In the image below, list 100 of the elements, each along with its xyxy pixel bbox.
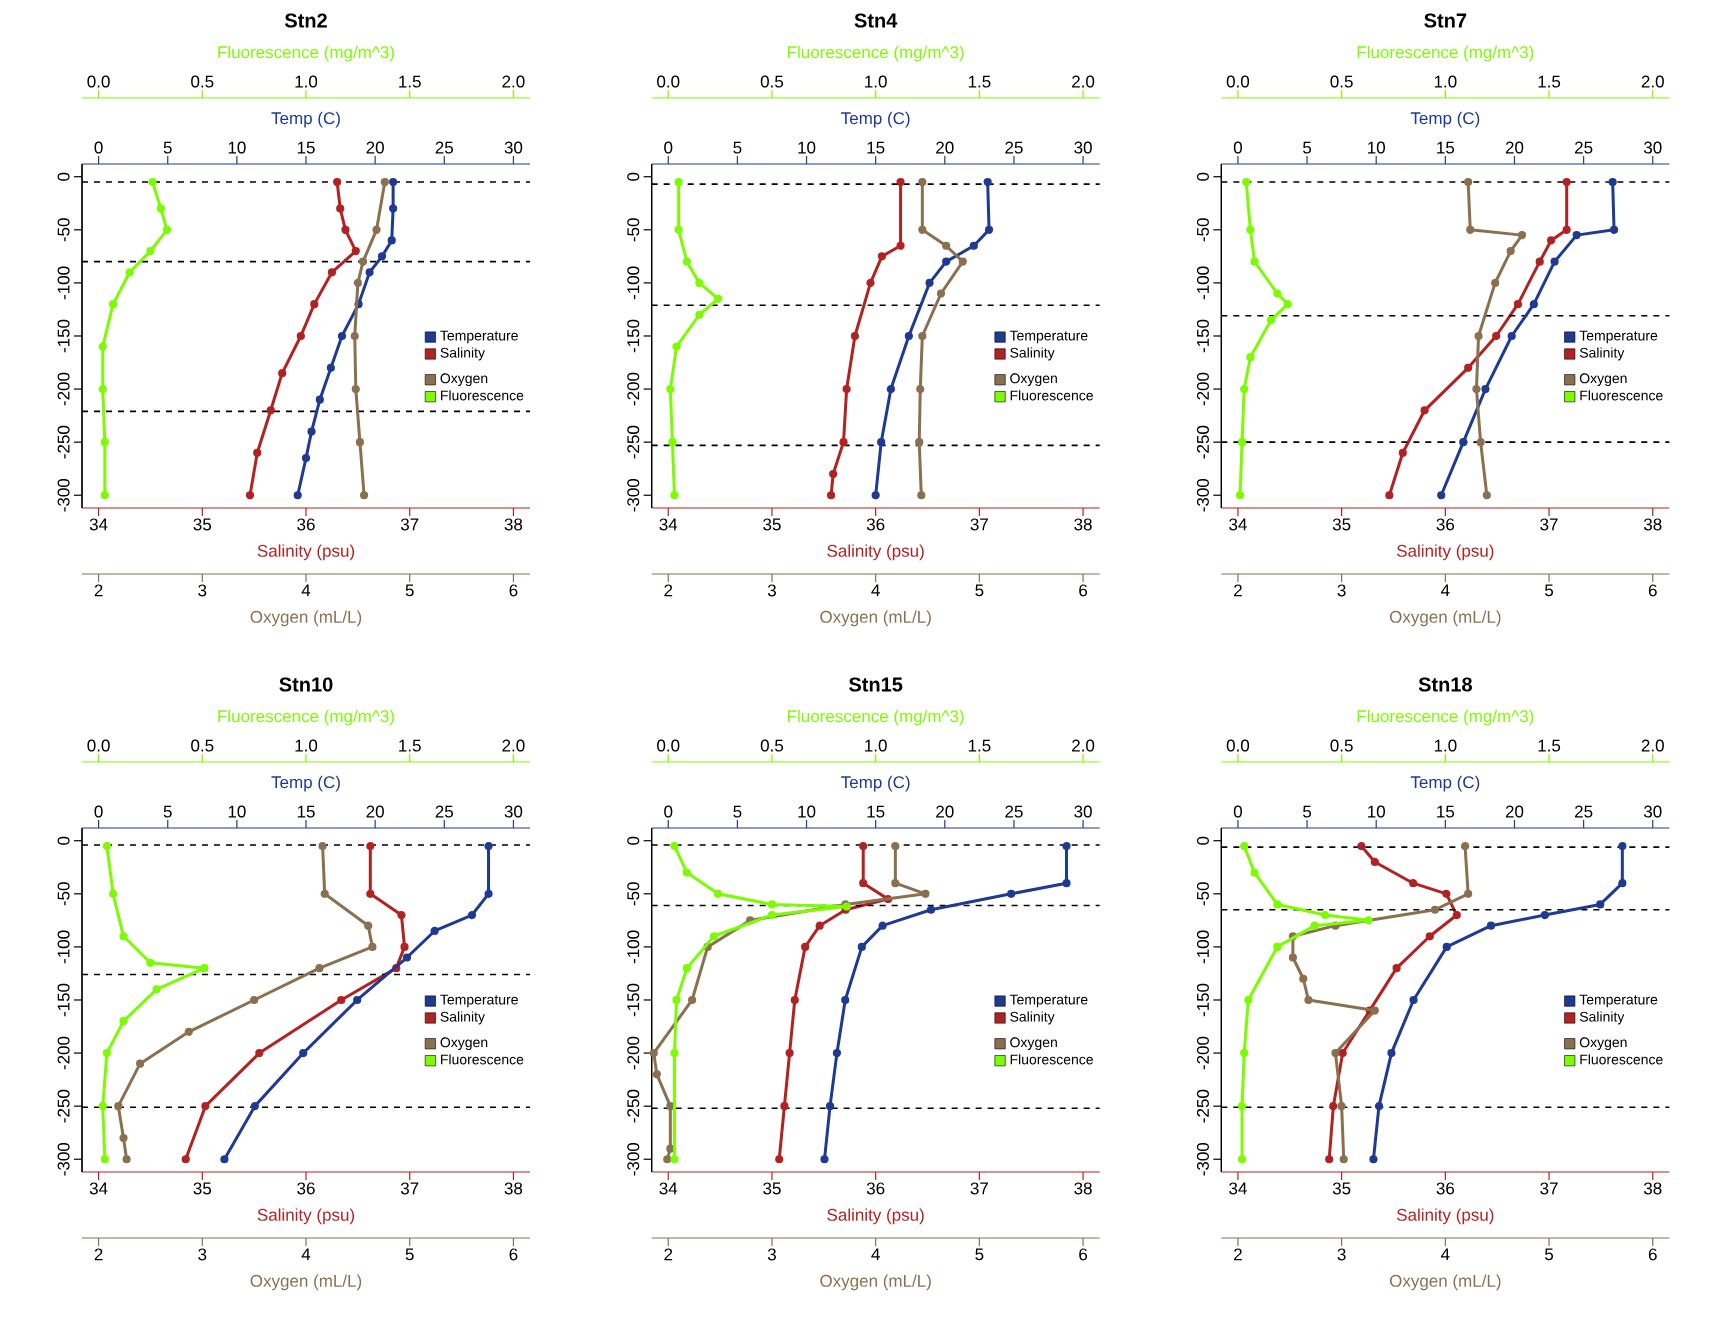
x2-tick-label: 1.0	[865, 739, 887, 752]
y-tick-label: -150	[1196, 319, 1209, 353]
legend-label: Fluorescence	[1580, 1054, 1663, 1065]
x2-tick-label: 0.5	[760, 739, 784, 752]
y-tick-label: -250	[1196, 425, 1209, 459]
x-tick-label: 4	[301, 1248, 311, 1261]
x-tick-label: 37	[400, 518, 419, 531]
x2-tick-label: 15	[867, 805, 885, 818]
x2-tick-label: 0.0	[657, 75, 680, 88]
x-tick-label: 6	[509, 1248, 518, 1261]
x-tick-label: 34	[659, 1182, 678, 1195]
x2-tick-label: 30	[504, 805, 523, 818]
x2-tick-label: 1.5	[399, 75, 421, 88]
x-tick-label: 35	[193, 1182, 212, 1195]
x-tick-label: 5	[975, 584, 984, 597]
x2-tick-label: 30	[1074, 805, 1092, 818]
y-tick-label: -50	[627, 882, 640, 906]
x-tick-label: 38	[504, 1182, 523, 1195]
x2-tick-label: 15	[297, 805, 315, 818]
y-tick-label: 0	[1196, 172, 1209, 181]
x2-tick-label: 10	[228, 805, 246, 818]
y-tick-label: -50	[57, 218, 70, 242]
x2-axis-title: Temp (C)	[271, 111, 340, 128]
y-tick-label: -300	[627, 1142, 640, 1176]
y-tick-label: -100	[57, 266, 70, 300]
x2-tick-label: 1.5	[1538, 75, 1561, 88]
y-tick-label: -300	[57, 478, 70, 512]
legend-label: Salinity	[1010, 347, 1055, 361]
x2-tick-label: 5	[1303, 141, 1312, 154]
y-tick-label: -250	[627, 1089, 640, 1123]
y-tick-label: -200	[627, 372, 640, 406]
x-axis-title: Oxygen (mL/L)	[250, 610, 362, 627]
x-tick-label: 37	[1540, 518, 1558, 531]
x2-axis-title: Fluorescence (mg/m^3)	[1357, 709, 1534, 726]
x2-tick-label: 0.0	[1226, 739, 1250, 752]
legend-label: Temperature	[1579, 330, 1658, 344]
y-tick-label: -50	[1196, 218, 1209, 242]
x2-tick-label: 2.0	[502, 739, 525, 752]
y-tick-label: -50	[57, 882, 70, 906]
x2-tick-label: 0	[1233, 805, 1242, 818]
x-tick-label: 6	[1648, 1248, 1657, 1261]
x-tick-label: 6	[509, 584, 518, 597]
legend-label: Temperature	[440, 330, 518, 344]
y-tick-label: -200	[627, 1036, 640, 1070]
x-tick-label: 4	[1441, 584, 1450, 597]
legend-label: Oxygen	[440, 1037, 488, 1051]
x-axis-title: Oxygen (mL/L)	[1389, 1274, 1501, 1291]
y-tick-label: -150	[627, 319, 640, 353]
x2-tick-label: 30	[1643, 805, 1662, 818]
x-tick-label: 2	[664, 1248, 673, 1261]
x2-axis-title: Temp (C)	[1410, 775, 1480, 792]
x2-tick-label: 2.0	[502, 75, 525, 88]
y-tick-label: 0	[57, 836, 70, 845]
x-tick-label: 34	[659, 518, 678, 531]
y-tick-label: -100	[627, 266, 640, 300]
legend-label: Temperature	[1009, 330, 1088, 344]
x2-tick-label: 0.0	[87, 739, 110, 752]
legend-label: Oxygen	[1579, 1037, 1627, 1051]
x2-tick-label: 30	[1643, 141, 1662, 154]
y-tick-label: -50	[1196, 882, 1209, 906]
x2-tick-label: 0	[1233, 141, 1242, 154]
y-tick-label: -200	[57, 372, 70, 406]
y-tick-label: -150	[627, 983, 640, 1017]
x2-tick-label: 15	[867, 141, 885, 154]
x2-axis-title: Fluorescence (mg/m^3)	[788, 45, 964, 62]
x2-tick-label: 20	[1505, 805, 1524, 818]
x2-tick-label: 20	[1505, 141, 1524, 154]
x2-tick-label: 20	[936, 805, 954, 818]
y-tick-label: -150	[1196, 983, 1209, 1017]
x2-tick-label: 0.5	[191, 739, 214, 752]
x2-tick-label: 20	[366, 141, 384, 154]
y-tick-label: -200	[57, 1036, 70, 1070]
x2-tick-label: 10	[798, 805, 816, 818]
x2-axis-title: Fluorescence (mg/m^3)	[218, 45, 394, 62]
x2-tick-label: 1.5	[968, 739, 991, 752]
x-tick-label: 37	[970, 518, 988, 531]
x2-tick-label: 2.0	[1641, 739, 1664, 752]
x2-tick-label: 1.0	[295, 739, 318, 752]
x2-tick-label: 25	[1005, 141, 1023, 154]
legend-label: Oxygen	[440, 373, 488, 387]
x-tick-label: 6	[1648, 584, 1657, 597]
x2-tick-label: 0.5	[1330, 739, 1353, 752]
y-tick-label: -300	[627, 478, 640, 512]
x-tick-label: 35	[763, 518, 781, 531]
x2-tick-label: 20	[936, 141, 954, 154]
x2-tick-label: 0	[664, 805, 673, 818]
x-tick-label: 5	[975, 1248, 984, 1261]
x-tick-label: 36	[297, 1182, 315, 1195]
x-tick-label: 4	[871, 1248, 880, 1261]
x2-tick-label: 25	[435, 805, 454, 818]
x2-tick-label: 0	[94, 141, 103, 154]
x-tick-label: 3	[767, 1248, 776, 1261]
y-tick-label: -200	[1196, 1036, 1209, 1070]
x-tick-label: 4	[1441, 1248, 1450, 1261]
x2-axis-title: Fluorescence (mg/m^3)	[788, 709, 964, 726]
chart-title: Stn7	[1424, 13, 1467, 28]
y-tick-label: -250	[57, 1089, 70, 1123]
x2-tick-label: 10	[1368, 141, 1385, 154]
x-tick-label: 34	[89, 518, 108, 531]
x-tick-label: 36	[1436, 1182, 1455, 1195]
